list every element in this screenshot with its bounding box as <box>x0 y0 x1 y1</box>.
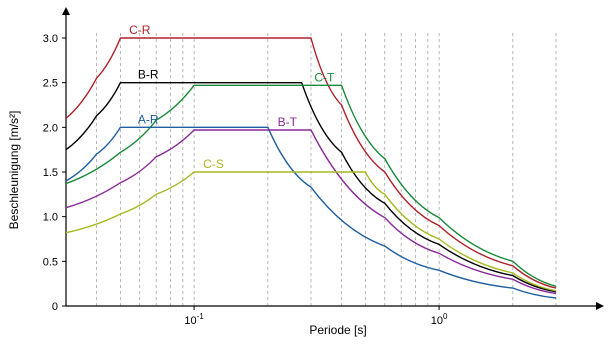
series-line-c-s <box>65 171 557 292</box>
series-label-c-s: C-S <box>203 157 224 171</box>
series-line-c-r <box>65 37 557 289</box>
series-label-c-t: C-T <box>314 70 335 84</box>
y-tick-label: 1.5 <box>43 167 58 179</box>
series-line-b-r <box>65 82 557 293</box>
series-line-c-t <box>65 84 557 287</box>
y-tick-label: 2.0 <box>43 122 58 134</box>
y-axis-arrow-icon <box>62 7 70 15</box>
series-label-b-r: B-R <box>138 68 159 82</box>
y-tick-label: 0.5 <box>43 256 58 268</box>
y-tick-label: 3.0 <box>43 33 58 45</box>
x-axis-arrow-icon <box>596 302 604 310</box>
y-tick-label: 1.0 <box>43 212 58 224</box>
grid-lines <box>96 30 557 306</box>
x-tick-label: 10-1 <box>184 312 204 327</box>
series-label-c-r: C-R <box>129 23 151 37</box>
x-tick-label: 100 <box>431 312 448 327</box>
series-line-a-r <box>65 126 557 299</box>
data-series <box>65 37 557 299</box>
x-axis-title: Periode [s] <box>309 323 366 337</box>
y-axis-title: Beschleunigung [m/s²] <box>7 111 21 230</box>
series-label-b-t: B-T <box>278 115 298 129</box>
series-label-a-r: A-R <box>138 112 159 126</box>
series-line-b-t <box>65 129 557 295</box>
series-labels: C-R B-R C-T A-R B-T C-S <box>129 23 335 171</box>
y-tick-label: 0 <box>52 301 58 313</box>
axes <box>62 7 604 310</box>
axis-ticks: 0 0.5 1.0 1.5 2.0 2.5 3.0 10-1 100 <box>43 33 448 327</box>
y-tick-label: 2.5 <box>43 78 58 90</box>
